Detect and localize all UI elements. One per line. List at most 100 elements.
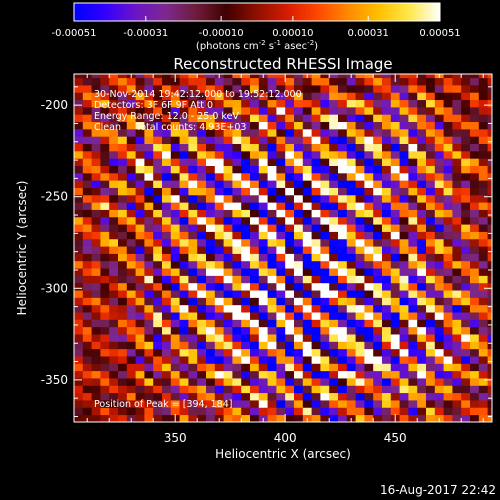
heatmap-cell <box>355 253 365 262</box>
heatmap-cell <box>311 99 321 108</box>
heatmap-cell <box>426 150 436 159</box>
heatmap-cell <box>144 128 154 137</box>
heatmap-cell <box>223 84 233 93</box>
heatmap-cell <box>179 172 189 181</box>
heatmap-cell <box>390 319 400 328</box>
heatmap-cell <box>417 180 427 188</box>
heatmap-cell <box>390 202 400 210</box>
heatmap-cell <box>382 326 392 335</box>
heatmap-cell <box>487 84 492 93</box>
heatmap-cell <box>241 194 251 203</box>
heatmap-cell <box>74 268 84 276</box>
heatmap-cell <box>179 84 189 93</box>
heatmap-cell <box>390 114 400 123</box>
heatmap-cell <box>109 136 119 144</box>
heatmap-cell <box>109 304 119 313</box>
heatmap-cell <box>320 407 330 416</box>
heatmap-cell <box>276 392 286 401</box>
heatmap-cell <box>197 378 207 386</box>
heatmap-cell <box>487 231 492 240</box>
heatmap-cell <box>135 407 145 416</box>
heatmap-cell <box>206 246 216 254</box>
heatmap-cell <box>443 297 453 306</box>
heatmap-cell <box>170 268 180 276</box>
heatmap-cell <box>338 238 348 247</box>
heatmap-cell <box>373 150 383 159</box>
heatmap-cell <box>74 282 84 291</box>
heatmap-cell <box>126 238 136 247</box>
heatmap-cell <box>426 187 436 196</box>
heatmap-cell <box>329 143 339 152</box>
heatmap-cell <box>144 297 154 306</box>
heatmap-cell <box>179 165 189 174</box>
heatmap-cell <box>373 378 383 386</box>
heatmap-cell <box>382 319 392 328</box>
heatmap-cell <box>302 143 312 152</box>
heatmap-cell <box>179 400 189 408</box>
heatmap-cell <box>118 260 128 269</box>
heatmap-cell <box>258 209 268 218</box>
heatmap-cell <box>135 150 145 159</box>
heatmap-cell <box>206 378 216 386</box>
heatmap-cell <box>355 341 365 350</box>
heatmap-cell <box>258 407 268 416</box>
heatmap-cell <box>197 246 207 254</box>
heatmap-cell <box>100 143 110 152</box>
heatmap-cell <box>452 99 462 108</box>
heatmap-cell <box>443 238 453 247</box>
heatmap-cell <box>232 348 242 357</box>
heatmap-cell <box>188 77 198 86</box>
heatmap-cell <box>417 216 427 225</box>
heatmap-cell <box>329 99 339 108</box>
heatmap-cell <box>250 74 260 79</box>
heatmap-cell <box>126 202 136 210</box>
heatmap-cell <box>258 150 268 159</box>
heatmap-cell <box>267 187 277 196</box>
heatmap-cell <box>417 312 427 320</box>
heatmap-cell <box>153 187 163 196</box>
heatmap-cell <box>294 114 304 123</box>
heatmap-cell <box>478 260 488 269</box>
heatmap-cell <box>487 407 492 416</box>
heatmap-cell <box>188 319 198 328</box>
heatmap-cell <box>241 143 251 152</box>
heatmap-cell <box>364 297 374 306</box>
heatmap-cell <box>250 121 260 130</box>
heatmap-cell <box>144 290 154 298</box>
heatmap-cell <box>118 136 128 144</box>
heatmap-cell <box>426 238 436 247</box>
heatmap-cell <box>109 326 119 335</box>
heatmap-cell <box>126 165 136 174</box>
heatmap-cell <box>338 268 348 276</box>
heatmap-cell <box>91 172 101 181</box>
heatmap-cell <box>258 312 268 320</box>
heatmap-cell <box>153 180 163 188</box>
heatmap-cell <box>311 224 321 232</box>
heatmap-cell <box>126 224 136 232</box>
heatmap-cell <box>91 400 101 408</box>
heatmap-cell <box>214 407 224 416</box>
heatmap-cell <box>188 121 198 130</box>
heatmap-cell <box>267 106 277 115</box>
heatmap-cell <box>241 319 251 328</box>
heatmap-cell <box>355 216 365 225</box>
heatmap-cell <box>232 74 242 79</box>
heatmap-cell <box>162 143 172 152</box>
heatmap-cell <box>82 202 92 210</box>
heatmap-cell <box>399 268 409 276</box>
heatmap-cell <box>355 319 365 328</box>
heatmap-cell <box>302 370 312 379</box>
heatmap-cell <box>82 385 92 394</box>
heatmap-cell <box>188 297 198 306</box>
heatmap-cell <box>478 180 488 188</box>
heatmap-cell <box>144 209 154 218</box>
heatmap-cell <box>223 326 233 335</box>
heatmap-cell <box>276 348 286 357</box>
heatmap-cell <box>241 363 251 372</box>
heatmap-cell <box>126 172 136 181</box>
heatmap-cell <box>443 224 453 232</box>
heatmap-cell <box>390 334 400 342</box>
heatmap-cell <box>399 246 409 254</box>
heatmap-cell <box>426 165 436 174</box>
heatmap-cell <box>364 202 374 210</box>
